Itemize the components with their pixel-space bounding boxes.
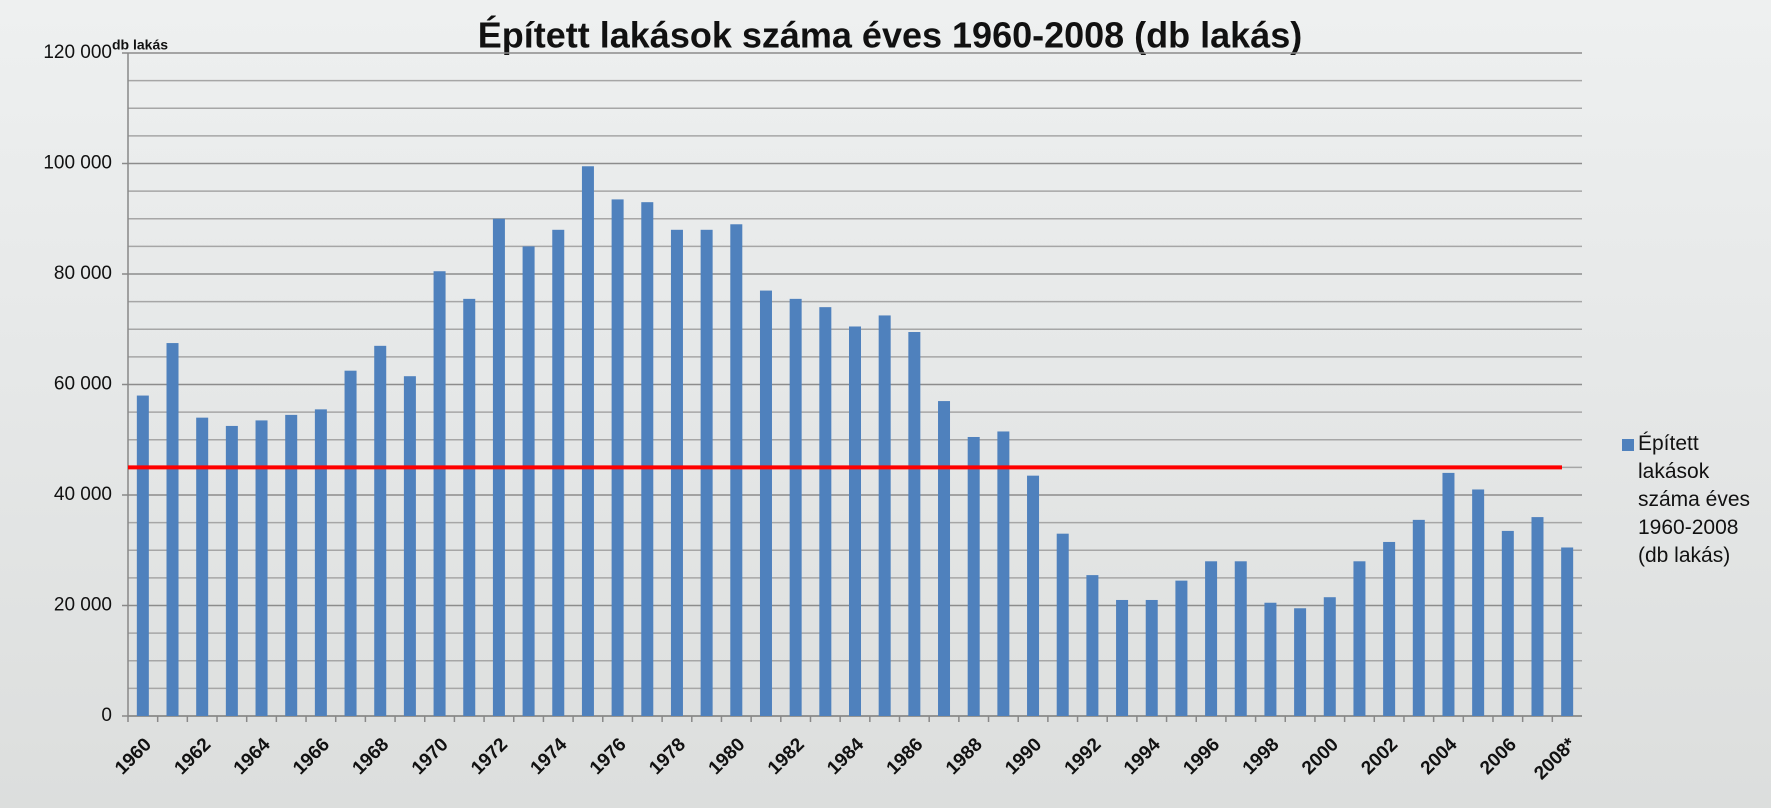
bar	[968, 437, 980, 716]
x-tick-label: 2008*	[1530, 734, 1580, 784]
bar	[938, 401, 950, 716]
bar	[612, 199, 624, 716]
bar	[671, 230, 683, 716]
bar	[315, 409, 327, 716]
bar	[1027, 476, 1039, 716]
x-tick-label: 1964	[230, 734, 275, 779]
bar	[1116, 600, 1128, 716]
x-tick-label: 2000	[1298, 734, 1343, 779]
x-tick-label: 1988	[942, 734, 987, 779]
y-tick-label: 120 000	[43, 42, 112, 63]
y-tick-label: 0	[101, 705, 112, 726]
x-tick-label: 1992	[1061, 734, 1106, 779]
bar	[641, 202, 653, 716]
bar	[701, 230, 713, 716]
x-tick-label: 1978	[645, 734, 690, 779]
bar	[790, 299, 802, 716]
x-tick-label: 1960	[111, 734, 156, 779]
x-tick-label: 1990	[1001, 734, 1046, 779]
x-tick-label: 1982	[764, 734, 809, 779]
bar	[345, 371, 357, 716]
page: {"chart_data": { "type": "bar", "title":…	[0, 0, 1771, 808]
bar	[997, 431, 1009, 716]
x-tick-label: 1968	[349, 734, 394, 779]
bar	[730, 224, 742, 716]
bar	[1383, 542, 1395, 716]
x-tick-label: 1994	[1120, 734, 1165, 779]
bar	[1057, 534, 1069, 716]
bar	[434, 271, 446, 716]
y-tick-label: 60 000	[54, 374, 112, 395]
bar	[1235, 561, 1247, 716]
x-tick-label: 1976	[586, 734, 631, 779]
chart-title: Épített lakások száma éves 1960-2008 (db…	[478, 15, 1302, 56]
x-tick-label: 1972	[467, 734, 512, 779]
x-tick-label: 1962	[171, 734, 216, 779]
bar	[404, 376, 416, 716]
bar	[1146, 600, 1158, 716]
bar	[1561, 547, 1573, 716]
bar	[819, 307, 831, 716]
bar	[1353, 561, 1365, 716]
bar	[1294, 608, 1306, 716]
x-tick-label: 2004	[1417, 734, 1462, 779]
bar	[1413, 520, 1425, 716]
bar	[582, 166, 594, 716]
bar	[523, 246, 535, 716]
bar	[196, 418, 208, 716]
bar	[285, 415, 297, 716]
bar	[760, 291, 772, 716]
bar	[1175, 581, 1187, 716]
x-tick-label: 1966	[289, 734, 334, 779]
x-tick-label: 2002	[1357, 734, 1402, 779]
bar	[1086, 575, 1098, 716]
y-axis-label: db lakás	[112, 37, 168, 53]
bar	[1502, 531, 1514, 716]
bar	[463, 299, 475, 716]
bar	[1442, 473, 1454, 716]
bar	[1264, 603, 1276, 716]
x-tick-label: 1996	[1179, 734, 1224, 779]
y-tick-label: 40 000	[54, 484, 112, 505]
legend-swatch	[1622, 439, 1634, 451]
chart: Épített lakások száma éves 1960-2008 (db…	[0, 0, 1771, 808]
bar	[256, 420, 268, 716]
x-tick-label: 1970	[408, 734, 453, 779]
legend: Épített lakások száma éves 1960-2008 (db…	[1622, 430, 1762, 570]
y-tick-label: 100 000	[43, 153, 112, 174]
bar	[1472, 489, 1484, 716]
legend-label: Épített lakások száma éves 1960-2008 (db…	[1638, 430, 1762, 570]
bar	[908, 332, 920, 716]
bar	[1531, 517, 1543, 716]
x-tick-label: 2006	[1476, 734, 1521, 779]
x-tick-label: 1998	[1239, 734, 1284, 779]
bar	[167, 343, 179, 716]
bar	[849, 326, 861, 716]
bar	[1205, 561, 1217, 716]
bar	[374, 346, 386, 716]
bar	[226, 426, 238, 716]
x-tick-label: 1974	[527, 734, 572, 779]
bar	[879, 315, 891, 716]
bar	[552, 230, 564, 716]
x-tick-label: 1986	[883, 734, 928, 779]
bar	[137, 396, 149, 716]
x-tick-label: 1984	[823, 734, 868, 779]
x-tick-label: 1980	[705, 734, 750, 779]
y-tick-label: 20 000	[54, 595, 112, 616]
bar	[1324, 597, 1336, 716]
y-tick-label: 80 000	[54, 263, 112, 284]
